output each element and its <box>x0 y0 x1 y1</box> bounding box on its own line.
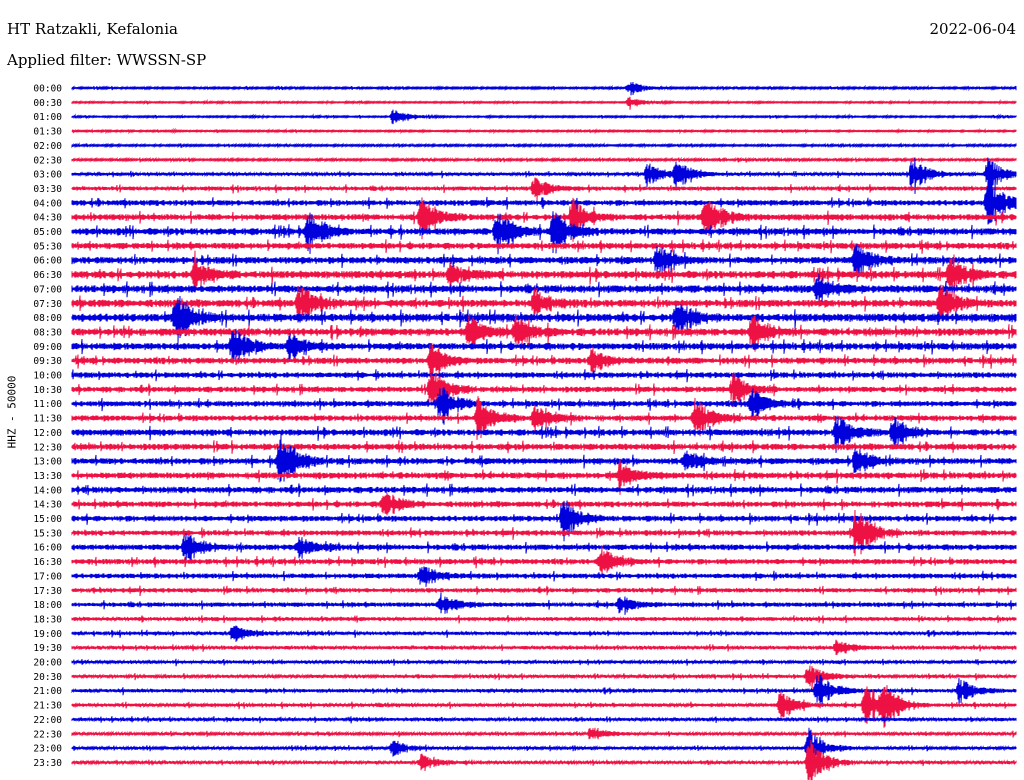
trace-line <box>71 329 1017 363</box>
trace-line <box>71 239 1017 254</box>
station-title: HT Ratzakli, Kefalonia <box>7 20 178 38</box>
row-time-label: 09:30 <box>33 356 62 367</box>
trace-line <box>71 315 1017 352</box>
trace-line <box>71 432 1017 483</box>
trace-line <box>71 665 1017 690</box>
trace-line <box>71 295 1017 344</box>
row-time-label: 06:30 <box>33 270 62 281</box>
trace-line <box>71 250 1017 299</box>
row-time-label: 01:30 <box>33 127 62 138</box>
row-time-label: 11:00 <box>33 399 62 410</box>
row-time-label: 19:00 <box>33 629 62 640</box>
row-time-label: 21:30 <box>33 701 62 712</box>
row-time-label: 16:00 <box>33 543 62 554</box>
trace-line <box>71 533 1017 563</box>
row-time-label: 17:30 <box>33 586 62 597</box>
row-time-label: 09:00 <box>33 342 62 353</box>
row-time-label: 20:30 <box>33 672 62 683</box>
trace-line <box>71 492 1017 516</box>
row-time-label: 19:30 <box>33 643 62 654</box>
row-time-label: 04:30 <box>33 213 62 224</box>
trace-line <box>71 284 1017 322</box>
trace-line <box>71 387 1017 425</box>
trace-line <box>71 459 1017 495</box>
trace-line <box>71 727 1017 740</box>
row-time-label: 18:00 <box>33 600 62 611</box>
trace-line <box>71 509 1017 557</box>
row-time-label: 06:00 <box>33 256 62 267</box>
trace-line <box>71 546 1017 575</box>
trace-line <box>71 716 1017 724</box>
trace-line <box>71 372 1017 408</box>
row-time-label: 08:30 <box>33 327 62 338</box>
trace-line <box>71 179 1017 225</box>
row-time-label: 14:00 <box>33 485 62 496</box>
row-time-label: 08:00 <box>33 313 62 324</box>
date-label: 2022-06-04 <box>929 20 1016 38</box>
row-time-label: 05:30 <box>33 241 62 252</box>
trace-line <box>71 440 1017 455</box>
row-time-label: 20:00 <box>33 658 62 669</box>
trace-line <box>71 197 1017 242</box>
trace-line <box>71 500 1017 542</box>
row-time-label: 00:30 <box>33 98 62 109</box>
row-time-label: 01:00 <box>33 112 62 123</box>
trace-line <box>71 273 1017 307</box>
seismogram-traces <box>71 81 1017 780</box>
row-time-label: 11:30 <box>33 414 62 425</box>
trace-line <box>71 585 1017 597</box>
trace-line <box>71 243 1017 279</box>
trace-line <box>71 674 1017 709</box>
row-time-label: 14:30 <box>33 500 62 511</box>
row-time-label: 22:00 <box>33 715 62 726</box>
row-time-label: 16:30 <box>33 557 62 568</box>
row-time-label: 15:00 <box>33 514 62 525</box>
row-time-label: 13:00 <box>33 457 62 468</box>
row-time-label: 10:00 <box>33 371 62 382</box>
row-time-label: 05:00 <box>33 227 62 238</box>
row-time-label: 13:30 <box>33 471 62 482</box>
row-time-label: 23:30 <box>33 758 62 769</box>
row-time-label: 21:00 <box>33 686 62 697</box>
row-time-label: 18:30 <box>33 614 62 625</box>
row-time-label: 15:30 <box>33 528 62 539</box>
row-time-label: 07:30 <box>33 299 62 310</box>
trace-line <box>71 211 1017 255</box>
trace-line <box>71 369 1017 383</box>
filter-label: Applied filter: WWSSN-SP <box>7 51 207 69</box>
row-time-label: 03:30 <box>33 184 62 195</box>
trace-line <box>71 483 1017 498</box>
row-time-label: 12:30 <box>33 442 62 453</box>
row-time-labels: 00:00 00:30 01:00 01:30 02:00 02:30 03:00 03:30… <box>33 84 62 769</box>
row-time-label: 02:00 <box>33 141 62 152</box>
row-time-label: 17:00 <box>33 571 62 582</box>
row-time-label: 07:00 <box>33 284 62 295</box>
trace-line <box>71 415 1017 453</box>
row-time-label: 10:30 <box>33 385 62 396</box>
trace-line <box>71 343 1017 379</box>
row-time-label: 22:30 <box>33 729 62 740</box>
trace-line <box>71 396 1017 440</box>
trace-line <box>71 566 1017 587</box>
row-time-label: 02:30 <box>33 155 62 166</box>
row-time-label: 03:00 <box>33 170 62 181</box>
trace-line <box>71 96 1017 110</box>
row-time-label: 04:00 <box>33 198 62 209</box>
row-time-label: 12:00 <box>33 428 62 439</box>
trace-line <box>71 739 1017 780</box>
row-time-label: 00:00 <box>33 84 62 95</box>
row-time-label: 23:00 <box>33 744 62 755</box>
trace-line <box>71 592 1017 615</box>
